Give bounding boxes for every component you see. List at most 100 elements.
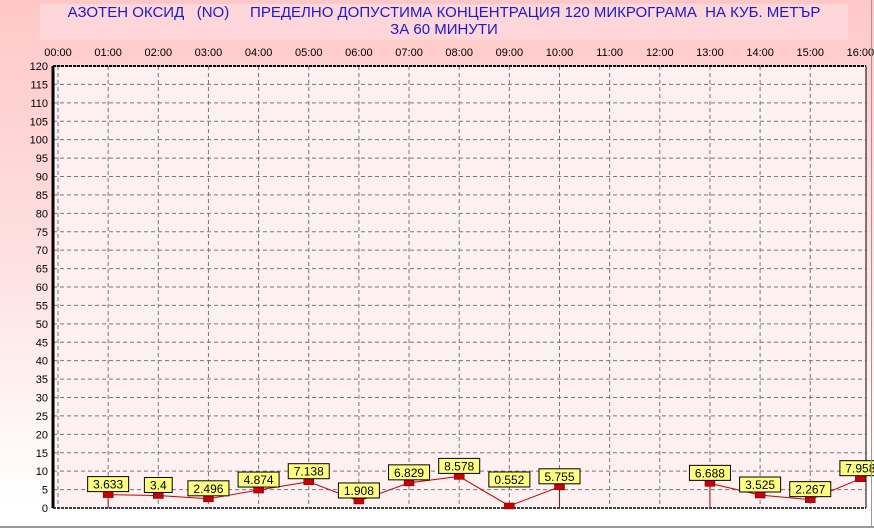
- data-label-text: 5.755: [544, 470, 574, 484]
- data-label: 0.552: [488, 471, 531, 488]
- data-label: 7.138: [287, 463, 330, 480]
- data-point: [253, 486, 264, 494]
- y-tick-label: 15: [36, 448, 48, 460]
- data-label: 2.496: [187, 480, 230, 497]
- chart-title-line1: АЗОТЕН ОКСИД (NO) ПРЕДЕЛНО ДОПУСТИМА КОН…: [67, 4, 821, 21]
- x-tick-label: 14:00: [746, 47, 774, 59]
- data-label: 6.829: [388, 464, 431, 481]
- y-tick-label: 110: [30, 98, 48, 110]
- y-tick-label: 85: [36, 190, 48, 202]
- series-line: [108, 494, 159, 496]
- x-tick-label: 06:00: [345, 47, 373, 59]
- data-label-box: [388, 464, 431, 481]
- data-label-text: 0.552: [494, 473, 524, 487]
- x-tick-label: 02:00: [145, 47, 173, 59]
- y-tick-label: 90: [36, 172, 48, 184]
- data-label-box: [789, 481, 832, 498]
- x-tick-label: 04:00: [245, 47, 273, 59]
- x-tick-label: 07:00: [395, 47, 423, 59]
- x-tick-label: 08:00: [445, 47, 473, 59]
- data-label-text: 6.688: [695, 466, 725, 480]
- data-point: [353, 497, 365, 505]
- x-tick-label: 13:00: [696, 47, 724, 59]
- y-tick-label: 55: [36, 300, 48, 312]
- chart-title: АЗОТЕН ОКСИД (NO) ПРЕДЕЛНО ДОПУСТИМА КОН…: [40, 4, 848, 40]
- chart-title-line2: ЗА 60 МИНУТИ: [390, 21, 498, 38]
- data-point: [855, 475, 866, 482]
- series-line: [408, 475, 460, 484]
- data-label-text: 2.496: [193, 482, 223, 496]
- data-label-box: [688, 464, 731, 481]
- frame-bottom: [0, 526, 874, 528]
- data-point: [203, 495, 214, 503]
- data-label-text: 1.908: [344, 484, 374, 498]
- y-tick-label: 65: [36, 264, 48, 276]
- data-label: 3.633: [87, 476, 130, 493]
- data-point: [554, 483, 565, 491]
- x-tick-label: 10:00: [546, 47, 574, 59]
- data-point: [504, 502, 515, 510]
- series-line: [760, 494, 811, 501]
- y-tick-label: 115: [30, 79, 48, 91]
- data-label-text: 7.138: [294, 465, 324, 479]
- y-tick-label: 75: [36, 227, 48, 239]
- data-point: [102, 491, 114, 498]
- data-label: 2.267: [789, 481, 832, 498]
- data-point: [754, 491, 766, 499]
- data-label: 6.688: [688, 464, 731, 481]
- y-tick-label: 60: [36, 282, 48, 294]
- data-label-box: [143, 476, 173, 493]
- y-tick-label: 25: [36, 411, 48, 423]
- y-tick-label: 70: [36, 245, 48, 257]
- x-tick-label: 03:00: [195, 47, 223, 59]
- y-tick-label: 35: [36, 374, 48, 386]
- y-tick-label: 45: [36, 337, 48, 349]
- series-line: [258, 481, 309, 491]
- y-tick-label: 5: [42, 485, 48, 497]
- data-label-box: [287, 463, 330, 480]
- data-label-text: 3.525: [745, 478, 775, 492]
- x-tick-label: 12:00: [646, 47, 674, 59]
- frame-right: [871, 0, 872, 528]
- x-tick-label: 05:00: [295, 47, 323, 59]
- data-label-text: 8.578: [444, 459, 474, 473]
- data-label-text: 3.633: [93, 478, 123, 492]
- data-label-box: [488, 471, 531, 488]
- series-line: [709, 482, 761, 496]
- y-tick-label: 120: [30, 61, 48, 73]
- y-tick-label: 0: [42, 503, 48, 515]
- y-tick-label: 80: [36, 208, 48, 220]
- data-point: [153, 492, 164, 499]
- y-tick-label: 30: [36, 393, 48, 405]
- data-label-box: [839, 460, 874, 477]
- x-tick-label: 01:00: [94, 47, 122, 59]
- data-label-box: [739, 476, 782, 493]
- data-label-box: [538, 468, 581, 485]
- data-label-text: 2.267: [795, 483, 825, 497]
- y-tick-label: 10: [36, 466, 48, 478]
- data-label-text: 3.4: [150, 478, 167, 492]
- series-line: [208, 489, 259, 500]
- data-point: [805, 496, 816, 503]
- data-label-box: [237, 471, 280, 488]
- data-label-text: 7.958: [845, 462, 874, 476]
- y-tick-label: 50: [36, 319, 48, 331]
- series-line: [158, 494, 209, 500]
- y-tick-label: 40: [36, 356, 48, 368]
- x-tick-label: 09:00: [496, 47, 524, 59]
- y-tick-label: 100: [30, 135, 48, 147]
- data-label: 1.908: [337, 482, 380, 499]
- data-label-box: [337, 482, 380, 499]
- series-line: [509, 486, 560, 507]
- data-label-box: [438, 457, 481, 474]
- data-label-box: [187, 480, 230, 497]
- data-point: [453, 473, 465, 480]
- data-label-text: 6.829: [394, 466, 424, 480]
- x-tick-label: 15:00: [796, 47, 824, 59]
- x-tick-label: 00:00: [44, 47, 72, 59]
- data-label: 3.525: [739, 476, 782, 493]
- data-label-text: 4.874: [244, 473, 274, 487]
- x-tick-label: 16:00: [847, 47, 874, 59]
- data-label: 4.874: [237, 471, 280, 488]
